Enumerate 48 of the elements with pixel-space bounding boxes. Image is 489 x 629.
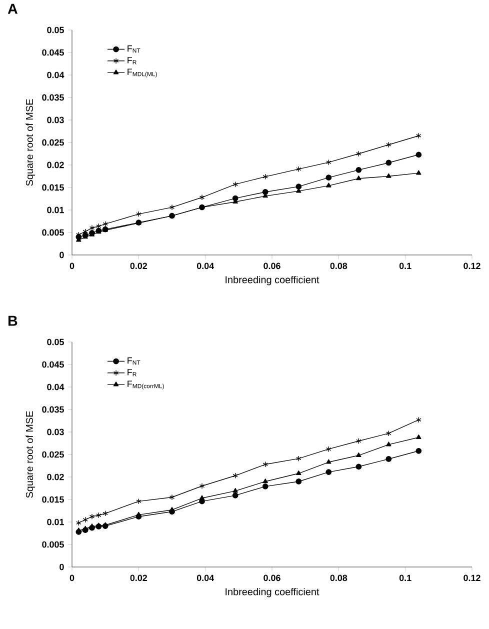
legend-label: F$_{NT}$: [128, 357, 140, 365]
y-axis-title: Square root of MSE: [26, 99, 35, 186]
x-tick-label: 0.06: [264, 574, 280, 582]
x-tick-label: 0.1: [399, 262, 412, 270]
y-tick-label: 0.03: [47, 116, 64, 124]
x-tick-label: 0: [70, 262, 74, 270]
x-tick-label: 0.02: [130, 262, 148, 270]
x-tick-label: 0.08: [330, 262, 348, 270]
y-tick-label: 0.025: [42, 139, 64, 146]
legend-label: F$_{MDL(ML)}$: [128, 68, 157, 78]
y-tick-label: 0.015: [42, 184, 64, 191]
y-tick-label: 0.05: [47, 26, 64, 34]
y-tick-label: 0: [60, 564, 64, 570]
x-tick-label: 0: [70, 574, 74, 582]
x-tick-label: 0.02: [130, 574, 148, 582]
x-tick-label: 0.12: [464, 574, 480, 582]
chart-title: B: [8, 316, 18, 326]
y-tick-label: 0.005: [42, 229, 64, 236]
legend-label: F$_{R}$: [128, 57, 136, 64]
y-tick-label: 0.01: [47, 518, 64, 526]
x-axis-title: Inbreeding coefficient: [226, 588, 320, 598]
x-tick-label: 0.1: [399, 574, 412, 582]
legend-label: F$_{R}$: [128, 369, 136, 376]
chart-title: A: [8, 4, 18, 14]
y-tick-label: 0.05: [47, 338, 64, 346]
y-tick-label: 0.02: [47, 162, 64, 168]
x-tick-label: 0.06: [264, 262, 280, 270]
x-tick-label: 0.04: [196, 262, 214, 270]
y-axis-title: Square root of MSE: [26, 411, 35, 498]
x-axis-title: Inbreeding coefficient: [226, 276, 320, 286]
y-tick-label: 0.02: [47, 474, 64, 480]
y-tick-label: 0.045: [42, 49, 64, 56]
y-tick-label: 0.03: [47, 428, 64, 436]
y-tick-label: 0: [60, 252, 64, 258]
y-tick-label: 0.04: [47, 72, 64, 78]
y-tick-label: 0.01: [47, 206, 64, 214]
y-tick-label: 0.045: [42, 361, 64, 368]
x-tick-label: 0.08: [330, 574, 348, 582]
y-tick-label: 0.035: [42, 94, 64, 101]
y-tick-label: 0.005: [42, 541, 64, 548]
x-tick-label: 0.12: [464, 262, 480, 270]
x-tick-label: 0.04: [196, 574, 214, 582]
legend-label: F$_{MD(corrML)}$: [128, 380, 164, 390]
legend-label: F$_{NT}$: [128, 45, 140, 53]
y-tick-label: 0.025: [42, 451, 64, 458]
y-tick-label: 0.035: [42, 406, 64, 413]
y-tick-label: 0.04: [47, 384, 64, 390]
y-tick-label: 0.015: [42, 496, 64, 503]
